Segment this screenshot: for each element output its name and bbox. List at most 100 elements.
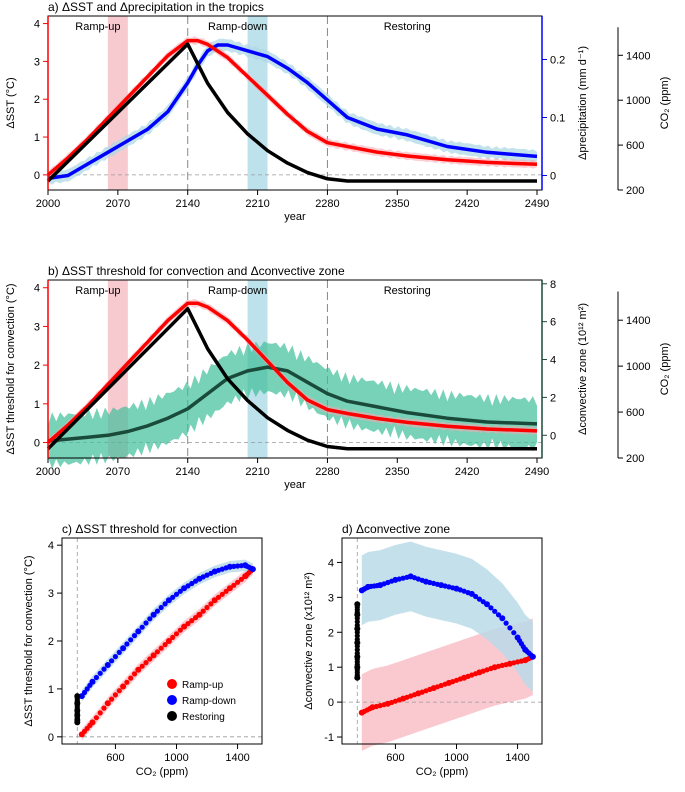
x-tick-label: 2070: [106, 198, 130, 210]
data-point: [158, 604, 164, 611]
data-point: [211, 597, 218, 604]
panel-c: c) ΔSST threshold for convection 600 1000 1…: [23, 522, 263, 778]
data-point: [181, 585, 188, 592]
data-point: [480, 599, 486, 605]
y-tick-label-right1: 2: [550, 392, 556, 404]
y-tick-label: 0: [48, 732, 54, 744]
y-axis-label-right2: CO₂ (ppm): [659, 343, 671, 396]
x-tick-label: 1400: [225, 752, 249, 764]
y-tick-label-left: 0: [34, 438, 40, 450]
data-point: [116, 649, 122, 656]
y-tick-label-right2: 200: [626, 185, 644, 197]
uncertainty-band: [48, 38, 537, 185]
x-tick-label: 2420: [455, 466, 479, 478]
data-point: [189, 580, 195, 587]
data-point: [147, 616, 153, 622]
y-tick-label: 4: [328, 557, 334, 569]
data-point: [514, 634, 521, 641]
y-tick-label-right1: 8: [550, 279, 556, 291]
phase-label: Restoring: [384, 285, 431, 297]
data-point: [109, 658, 115, 664]
y-tick-label: -1: [324, 732, 334, 744]
y-tick-label-right1: 4: [550, 355, 556, 367]
y-axis-label: ΔSST threshold for convection (°C): [23, 555, 35, 726]
panel-b: b) ΔSST threshold for convection and Δco…: [5, 264, 671, 491]
data-point: [147, 656, 153, 662]
x-axis-label: CO₂ (ppm): [416, 766, 469, 778]
data-point: [131, 671, 138, 677]
x-tick-label: 2490: [525, 198, 549, 210]
y-tick-label-left: 2: [34, 94, 40, 106]
y-tick-label: 2: [328, 627, 334, 639]
y-tick-label-left: 3: [34, 56, 40, 68]
data-point: [84, 686, 90, 692]
series-line: [46, 306, 537, 451]
x-axis-label: year: [284, 479, 306, 491]
data-point: [495, 612, 502, 618]
data-point: [135, 628, 142, 635]
data-point: [226, 585, 233, 592]
x-tick-label: 2140: [175, 466, 199, 478]
data-point: [208, 570, 214, 576]
data-point: [185, 621, 191, 627]
data-point: [173, 631, 180, 637]
x-axis-label: CO₂ (ppm): [136, 766, 189, 778]
plot-frame: [341, 537, 543, 745]
data-point: [208, 601, 214, 607]
data-point: [484, 667, 490, 673]
series-line: [47, 365, 538, 443]
y-tick-label-left: 0: [34, 170, 40, 182]
data-point: [238, 563, 244, 569]
data-point: [499, 615, 506, 622]
data-point: [231, 582, 237, 588]
data-point: [419, 577, 425, 583]
y-tick-label-left: 4: [34, 19, 40, 31]
y-tick-label-left: 1: [34, 132, 40, 144]
data-point: [238, 576, 244, 582]
y-axis-label-left: ΔSST (°C): [5, 77, 17, 128]
x-tick-label: 2000: [36, 466, 60, 478]
uncertainty-band: [81, 559, 253, 702]
data-point: [78, 693, 85, 700]
data-point: [492, 608, 498, 614]
data-point: [120, 645, 127, 652]
data-point: [128, 637, 134, 643]
y-axis-label-left: ΔSST threshold for convection (°C): [5, 283, 17, 454]
x-tick-label: 2280: [315, 466, 339, 478]
data-point: [89, 719, 96, 726]
panel-d: d) Δconvective zone 600 1000 1400 CO₂ (ppm) -…: [303, 522, 543, 778]
y-axis-label-right1: Δprecipitation (mm d⁻¹): [577, 46, 589, 160]
uncertainty-band: [48, 341, 537, 469]
panel-title: d) Δconvective zone: [342, 522, 450, 536]
data-point: [215, 594, 222, 600]
x-tick-label: 2350: [385, 198, 409, 210]
data-point: [116, 688, 122, 694]
phase-label: Restoring: [384, 21, 431, 33]
legend-label: Ramp-up: [182, 680, 224, 691]
data-point: [204, 604, 210, 611]
uncertainty-band: [81, 563, 253, 741]
data-point: [150, 652, 157, 659]
series-line: [46, 42, 537, 183]
data-point: [511, 630, 517, 636]
y-tick-label-right1: 0.2: [550, 55, 565, 67]
data-point: [93, 715, 99, 721]
phase-label: Ramp-up: [75, 285, 120, 297]
x-tick-label: 2490: [525, 466, 549, 478]
data-point: [139, 624, 145, 630]
data-point: [112, 692, 118, 698]
data-point: [503, 620, 509, 626]
data-point: [177, 588, 183, 594]
data-point: [128, 675, 134, 681]
y-tick-label: 1: [328, 662, 334, 674]
y-tick-label-right2: 1000: [626, 361, 650, 373]
x-tick-label: 2210: [245, 466, 269, 478]
x-tick-label: 1000: [164, 752, 188, 764]
data-point: [74, 719, 81, 726]
y-axis-label: Δconvective zone (x10¹² m²): [303, 572, 315, 710]
data-point: [200, 608, 206, 614]
data-point: [173, 591, 180, 597]
x-tick-label: 2070: [106, 466, 130, 478]
shaded-period: [247, 16, 268, 190]
